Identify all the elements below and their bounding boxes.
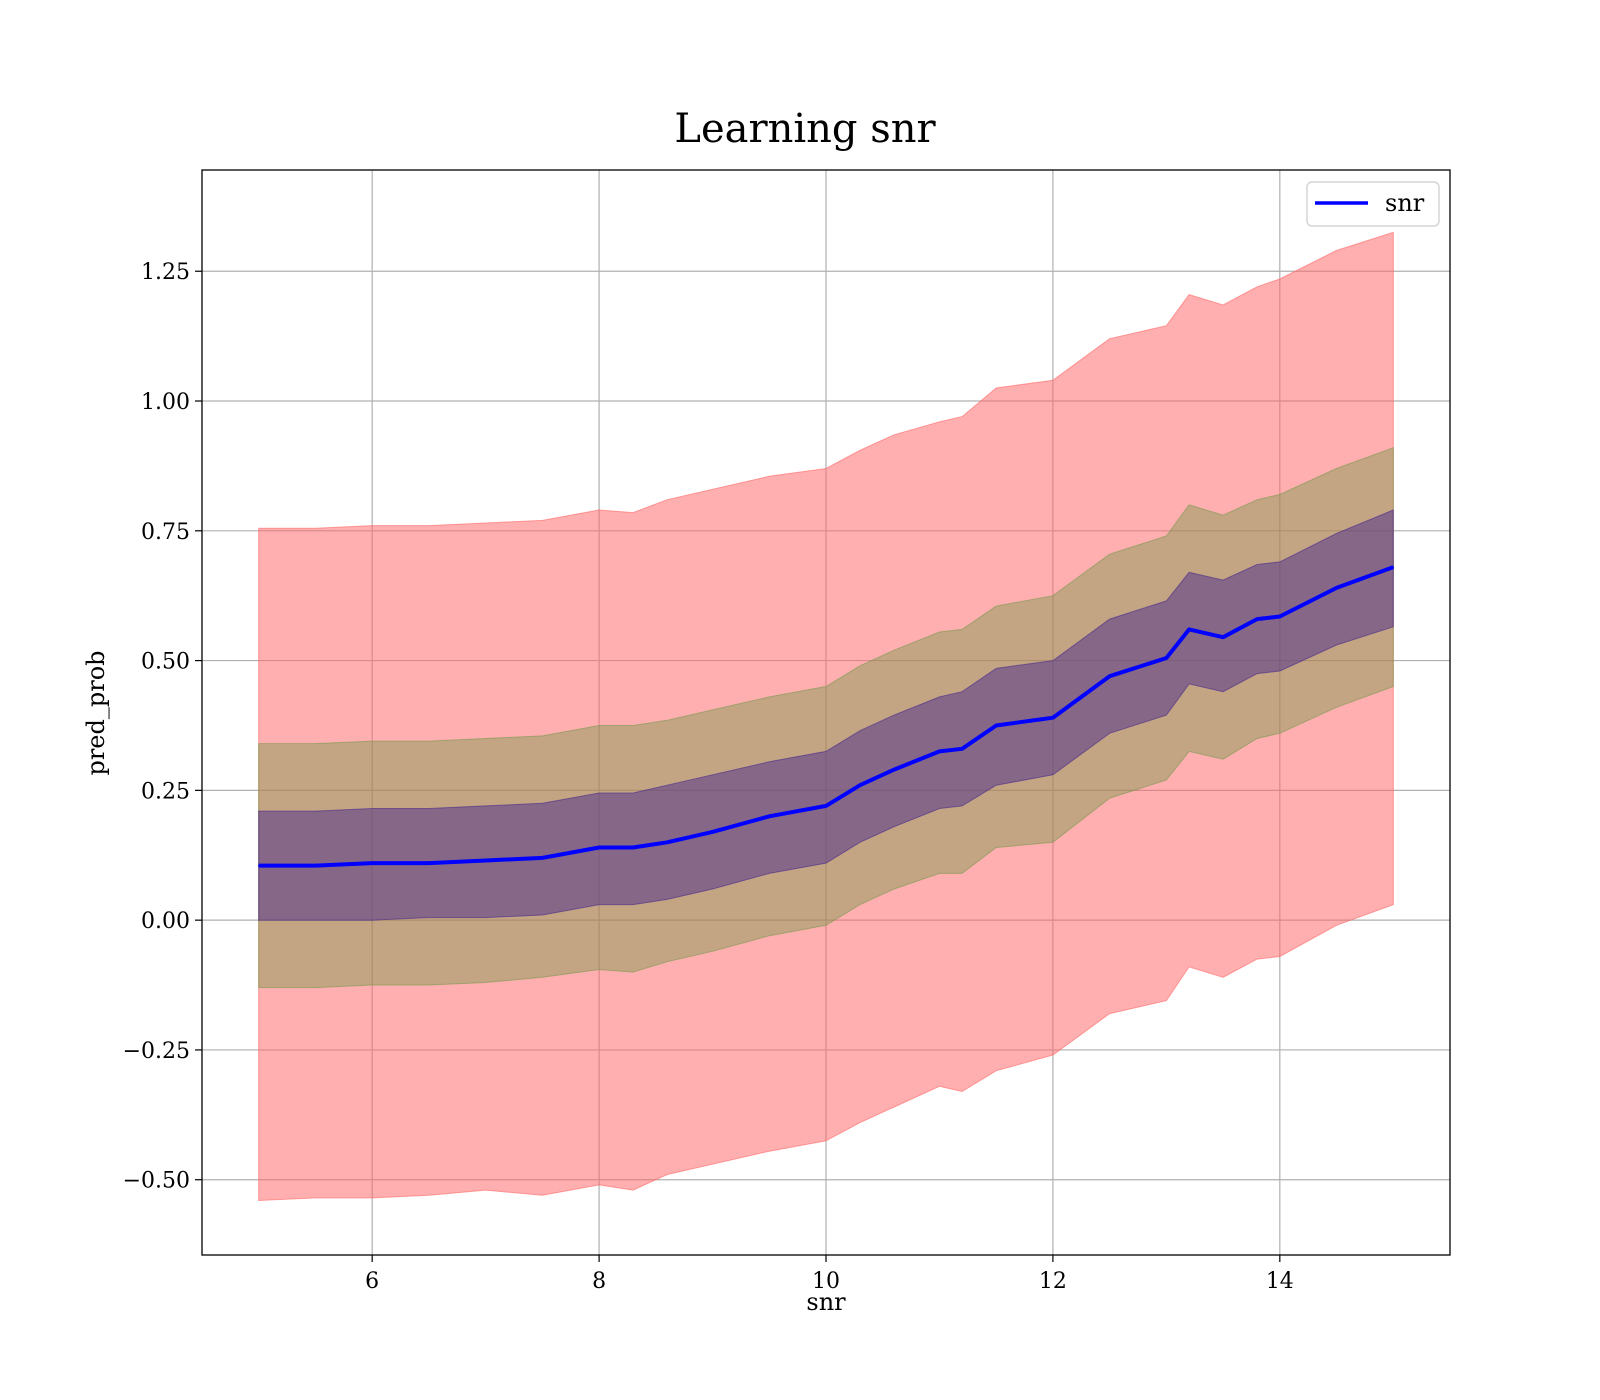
- y-tick-label: −0.25: [123, 1039, 190, 1064]
- data-point: [598, 846, 600, 849]
- data-point: [484, 859, 487, 862]
- data-point: [1335, 587, 1338, 589]
- data-point: [995, 724, 997, 727]
- chart-title: Learning snr: [674, 106, 936, 152]
- x-tick-label: 6: [365, 1269, 379, 1294]
- data-point: [1108, 675, 1111, 677]
- y-tick-label: 0.50: [141, 650, 190, 675]
- data-point: [541, 857, 544, 859]
- data-point: [768, 815, 771, 818]
- legend: snr: [1306, 181, 1440, 227]
- data-point: [961, 748, 963, 750]
- confidence-bands: [258, 231, 1394, 1202]
- band-0: [258, 231, 1394, 1202]
- data-point: [1188, 628, 1190, 631]
- x-axis-ticks: 6 8 10 12 14: [365, 1255, 1294, 1294]
- data-point: [825, 805, 827, 807]
- data-point: [893, 768, 895, 771]
- data-point: [428, 862, 430, 864]
- data-point: [1256, 618, 1258, 620]
- data-point: [314, 864, 317, 867]
- x-tick-label: 12: [1039, 1269, 1067, 1294]
- x-axis-label: snr: [806, 1288, 846, 1316]
- legend-box: [1306, 181, 1440, 227]
- data-point: [1279, 615, 1281, 618]
- data-point: [666, 841, 668, 844]
- x-tick-label: 10: [812, 1269, 840, 1294]
- series-lines: [257, 565, 1395, 868]
- y-tick-label: 0.75: [141, 520, 190, 545]
- y-tick-label: 0.25: [141, 779, 190, 804]
- y-tick-label: 1.00: [141, 390, 190, 415]
- data-point: [1052, 716, 1054, 719]
- y-tick-label: 1.25: [141, 260, 190, 285]
- y-axis-label: pred_prob: [82, 650, 110, 775]
- data-point: [1222, 636, 1224, 639]
- data-point: [1165, 657, 1168, 659]
- data-point: [859, 784, 861, 786]
- data-point: [1392, 566, 1395, 568]
- y-tick-label: 0.00: [141, 909, 190, 934]
- data-point: [632, 846, 634, 849]
- x-tick-label: 14: [1266, 1269, 1294, 1294]
- legend-label: snr: [1385, 189, 1425, 217]
- data-point: [938, 750, 941, 753]
- y-tick-label: −0.50: [123, 1169, 190, 1194]
- band-2: [258, 509, 1394, 921]
- y-axis-ticks: −0.50 −0.25 0.00 0.25 0.50 0.75 1.00 1.25: [123, 260, 202, 1194]
- x-tick-label: 8: [592, 1269, 606, 1294]
- data-point: [711, 831, 714, 833]
- series-line-snr: [258, 565, 1394, 868]
- data-point: [371, 862, 373, 864]
- data-point: [257, 864, 260, 867]
